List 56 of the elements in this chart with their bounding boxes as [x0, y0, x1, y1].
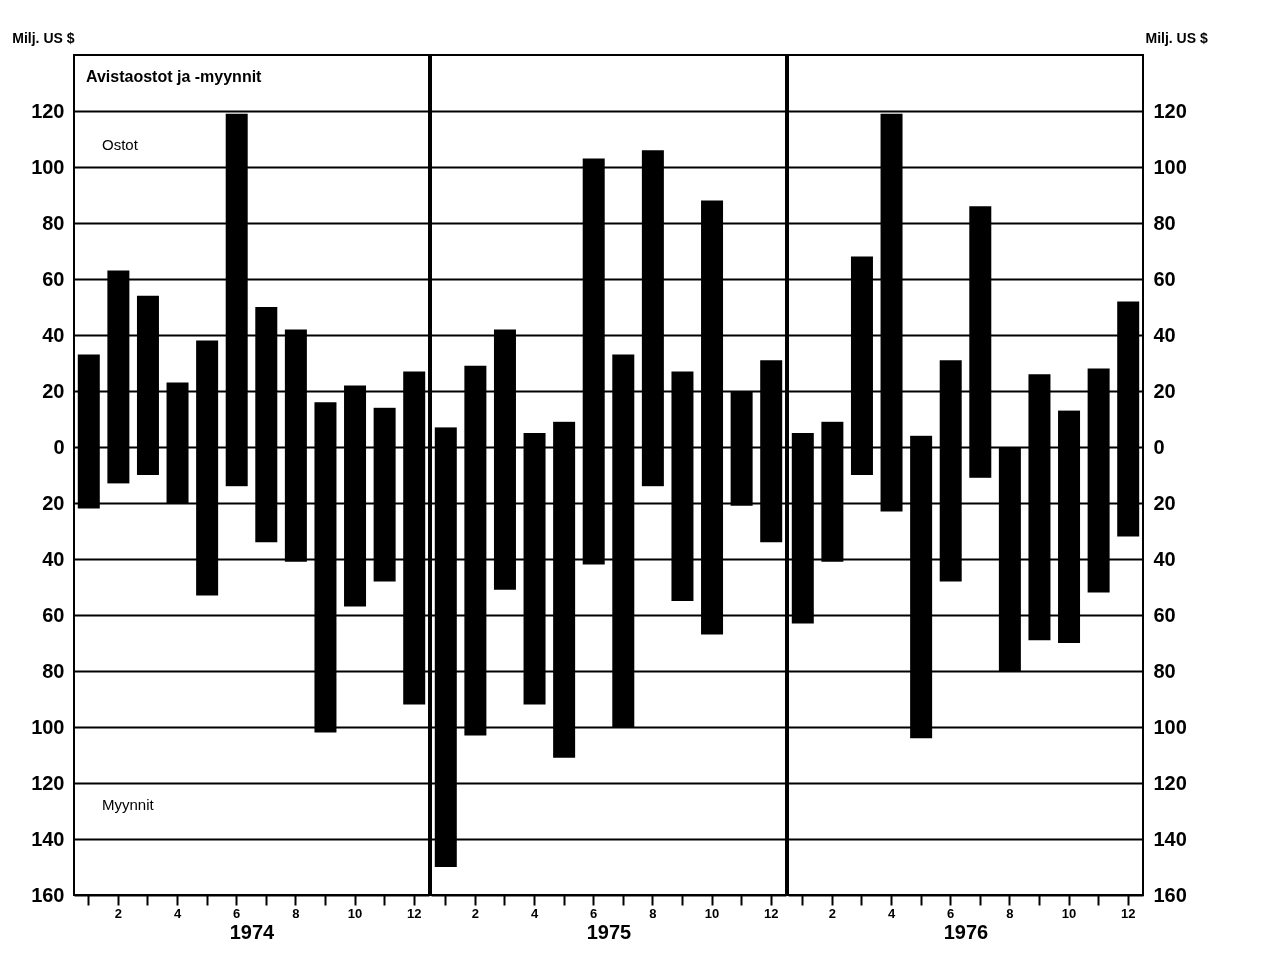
- x-tick-label: 8: [649, 905, 657, 921]
- x-tick-label: 12: [763, 905, 779, 921]
- x-tick-label: 8: [1006, 905, 1014, 921]
- y2-tick-label: 0: [1153, 435, 1165, 458]
- x-tick-label: 8: [292, 905, 300, 921]
- y-tick-label: 160: [31, 883, 65, 906]
- y-tick-label: 80: [42, 659, 65, 682]
- x-tick-label: 6: [590, 905, 598, 921]
- x-tick-label: 12: [1120, 905, 1136, 921]
- x-tick-label: 4: [530, 905, 539, 921]
- x-tick-label: 4: [173, 905, 182, 921]
- annotation: Myynnit: [102, 796, 155, 813]
- x-axis-title: 1974: [229, 920, 276, 943]
- y2-tick-label: 80: [1153, 659, 1176, 682]
- y-tick-label: 0: [53, 435, 65, 458]
- y-tick-label: 60: [42, 603, 65, 626]
- x-axis-title: 1976: [943, 920, 989, 943]
- y-tick-label: 40: [42, 547, 65, 570]
- y2-axis-title: Milj. US $: [1145, 29, 1208, 46]
- y2-tick-label: 160: [1153, 883, 1187, 906]
- x-tick-label: 2: [114, 905, 122, 921]
- x-tick-label: 10: [1061, 905, 1077, 921]
- y2-tick-label: 60: [1153, 267, 1176, 290]
- x-tick-label: 12: [406, 905, 422, 921]
- x-tick-label: 10: [347, 905, 363, 921]
- y2-tick-label: 120: [1153, 99, 1187, 122]
- y2-tick-label: 20: [1153, 491, 1176, 514]
- y2-tick-label: 100: [1153, 155, 1187, 178]
- y-tick-label: 80: [42, 211, 65, 234]
- x-tick-label: 2: [471, 905, 479, 921]
- y2-tick-label: 100: [1153, 715, 1187, 738]
- y2-tick-label: 40: [1153, 323, 1176, 346]
- y-tick-label: 60: [42, 267, 65, 290]
- y-tick-label: 100: [31, 155, 65, 178]
- x-tick-label: 10: [704, 905, 720, 921]
- x-tick-label: 6: [947, 905, 955, 921]
- y2-tick-label: 20: [1153, 379, 1176, 402]
- y-tick-label: 20: [42, 491, 65, 514]
- y2-tick-label: 80: [1153, 211, 1176, 234]
- y2-tick-label: 120: [1153, 771, 1187, 794]
- x-tick-label: 2: [828, 905, 836, 921]
- y-tick-label: 100: [31, 715, 65, 738]
- y-tick-label: 120: [31, 99, 65, 122]
- y-tick-label: 140: [31, 827, 65, 850]
- y2-tick-label: 60: [1153, 603, 1176, 626]
- y2-tick-label: 40: [1153, 547, 1176, 570]
- text: Avistaostot ja -myynnit: [86, 68, 263, 85]
- annotation: Ostot: [102, 136, 139, 153]
- y-tick-label: 20: [42, 379, 65, 402]
- y-axis-title: Milj. US $: [12, 29, 75, 46]
- y-tick-label: 120: [31, 771, 65, 794]
- y-tick-label: 40: [42, 323, 65, 346]
- y2-tick-label: 140: [1153, 827, 1187, 850]
- x-axis-title: 1975: [586, 920, 632, 943]
- x-tick-label: 4: [887, 905, 896, 921]
- x-tick-label: 6: [233, 905, 241, 921]
